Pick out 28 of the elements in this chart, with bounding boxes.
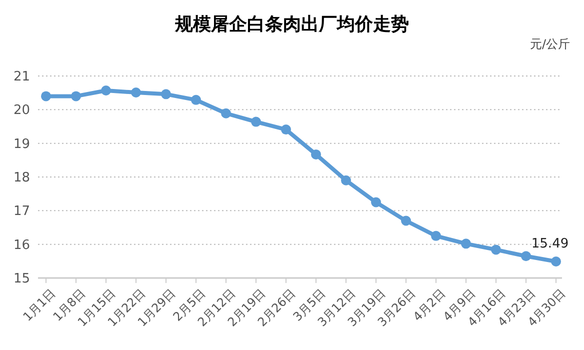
point xyxy=(371,197,381,208)
point xyxy=(431,230,441,241)
point xyxy=(521,251,531,262)
point xyxy=(311,149,321,160)
y-tick-label: 18 xyxy=(13,170,30,186)
point xyxy=(131,87,141,98)
point xyxy=(251,116,261,127)
text: 元/公斤 xyxy=(530,37,570,51)
y-tick-label: 21 xyxy=(13,70,30,85)
point xyxy=(161,89,171,100)
point xyxy=(71,91,81,102)
point xyxy=(191,94,201,105)
y-tick-label: 19 xyxy=(13,136,30,152)
point xyxy=(41,91,51,102)
point xyxy=(341,175,351,186)
point xyxy=(221,108,231,118)
chart-title: 规模屠企白条肉出厂均价走势 xyxy=(174,14,409,35)
data-label: 15.49 xyxy=(531,236,569,252)
y-tick-label: 15 xyxy=(13,272,30,287)
point xyxy=(491,244,501,255)
y-tick-label: 16 xyxy=(13,238,30,253)
y-tick-label: 20 xyxy=(13,103,30,118)
point xyxy=(281,124,291,135)
point xyxy=(401,216,411,226)
point xyxy=(461,238,471,249)
point xyxy=(551,256,561,267)
point xyxy=(101,85,111,96)
y-tick-label: 17 xyxy=(13,204,30,220)
